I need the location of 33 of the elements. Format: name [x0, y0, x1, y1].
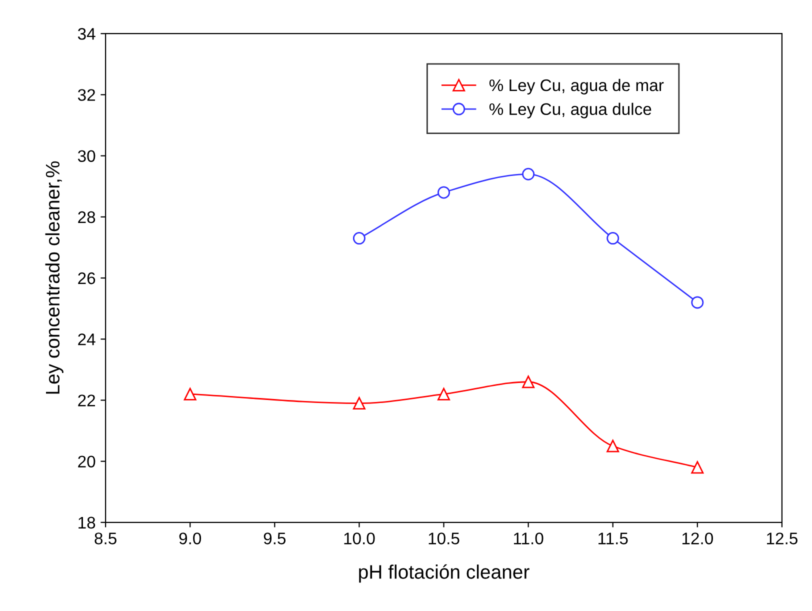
point [438, 388, 450, 400]
x-tick-label: 12.5 [767, 532, 798, 544]
y-tick-label: 30 [78, 150, 96, 162]
y-tick-label: 26 [78, 272, 96, 284]
y-tick-label: 18 [78, 516, 96, 529]
point [606, 440, 620, 452]
x-tick-label: 12.0 [682, 532, 713, 544]
y-tick-label: 24 [78, 334, 96, 346]
legend-label: % Ley Cu, agua dulce [489, 102, 652, 118]
x-tick-label: 11.0 [514, 532, 544, 544]
y-tick-label: 20 [78, 456, 96, 468]
x-tick-label: 9.0 [179, 532, 202, 544]
point [352, 397, 366, 410]
point [438, 186, 450, 199]
x-tick-label: 10.0 [344, 532, 375, 544]
x-tick-label: 10.5 [428, 532, 460, 544]
y-tick-label: 32 [78, 89, 96, 101]
point [184, 388, 196, 400]
legend-label: % Ley Cu, agua de mar [489, 78, 664, 94]
point [522, 168, 535, 180]
x-tick-label: 9.5 [264, 532, 286, 544]
y-tick-label: 22 [78, 394, 96, 406]
x-axis-title: pH flotación cleaner [359, 564, 530, 583]
point [691, 296, 704, 309]
point [522, 376, 535, 388]
x-tick-label: 8.5 [94, 532, 116, 544]
y-axis-title: Ley concentrado cleaner,% [45, 161, 64, 394]
y-tick-label: 28 [78, 211, 96, 224]
point [606, 232, 620, 245]
y-tick-label: 34 [78, 28, 96, 40]
point [352, 232, 366, 245]
x-tick-label: 11.5 [598, 532, 628, 544]
point [691, 461, 704, 474]
